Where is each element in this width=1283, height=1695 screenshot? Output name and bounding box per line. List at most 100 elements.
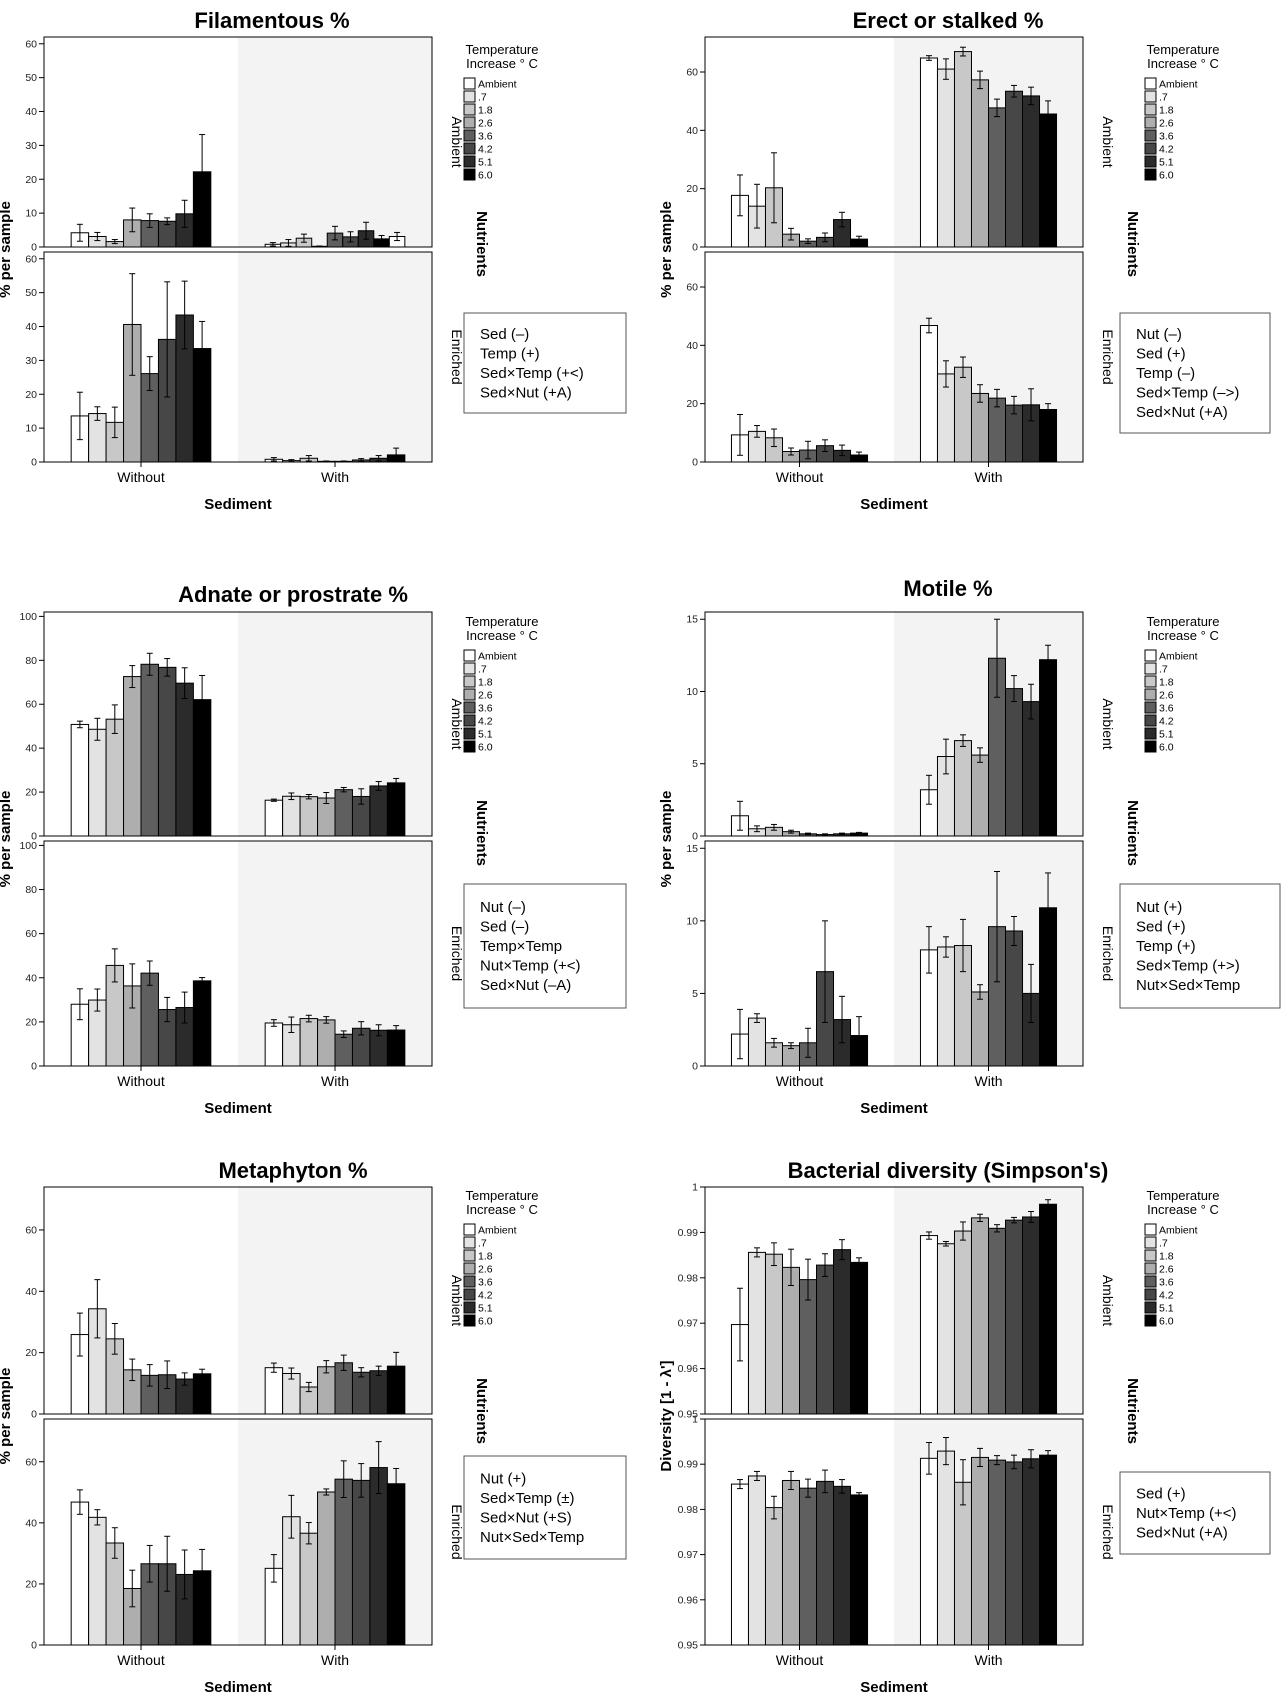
legend-item-label: 6.0 [1159,1316,1174,1328]
effect-term: Sed×Nut (+A) [1136,404,1228,421]
legend-item-label: Ambient [1159,651,1198,663]
bar [88,728,107,837]
legend-item-label: 3.6 [478,131,493,143]
bar [970,754,989,837]
legend-item-label: 5.1 [478,729,493,741]
legend-swatch [1144,701,1157,714]
legend-item-label: 5.1 [478,157,493,169]
legend-item-label: .7 [1159,664,1168,676]
y-tick-label: 1 [692,1182,698,1194]
effect-term: Nut×Sed×Temp [1136,977,1240,994]
y-tick-label: 40 [25,1286,37,1298]
legend-swatch [1144,714,1157,727]
legend-item-label: 4.2 [478,1290,493,1302]
bar [953,740,972,837]
legend-swatch [1144,688,1157,701]
y-tick-label: 10 [686,686,698,698]
effect-term: Temp×Temp [480,938,562,955]
legend-swatch [463,714,476,727]
panel-strip-label: Enriched [449,329,465,384]
bar [1005,1461,1024,1646]
bar [1005,930,1024,1067]
legend-swatch [463,1223,476,1236]
bar [919,57,938,248]
panel-strip-label: Enriched [1100,1504,1116,1559]
x-axis-title: Sediment [204,1100,272,1117]
bar [317,1019,336,1067]
legend-swatch [463,1288,476,1301]
legend-item-label: .7 [1159,92,1168,104]
bar [70,1501,90,1646]
y-tick-label: 0.98 [678,1272,699,1284]
panel-frame [704,611,1084,837]
bar [970,991,989,1067]
bar [1022,701,1041,837]
bar [351,1371,371,1415]
panel-enriched: 0 20 40 60 Enriched [686,251,1116,469]
chart-title: Adnate or prostrate % [178,582,408,607]
y-tick-label: 40 [25,321,37,333]
x-tick-label: With [321,1652,349,1668]
legend-swatch [463,740,476,753]
legend-swatch [1144,1275,1157,1288]
effects-box: Sed (–) Temp (+) Sed×Temp (+<) Sed×Nut (+A) [463,312,627,414]
legend-swatch [463,688,476,701]
legend-swatch [463,103,476,116]
legend-item-label: 3.6 [1159,1277,1174,1289]
y-tick-label: 60 [686,282,698,294]
legend-swatch [463,662,476,675]
legend-item-label: .7 [478,664,487,676]
effect-term: Sed×Temp (+>) [1136,958,1240,975]
legend-item-label: 5.1 [1159,729,1174,741]
effect-term: Sed×Temp (–>) [1136,385,1239,402]
panel-shade-with [238,252,432,462]
y-tick-label: 50 [25,287,37,299]
effects-box: Nut (+) Sed×Temp (±) Sed×Nut (+S) Nut×Sed×T… [463,1455,627,1560]
panel-strip-label: Ambient [449,116,465,167]
effects-box: Nut (–) Sed (–) Temp×Temp Nut×Temp (+<) Sed×… [463,883,627,1009]
legend-swatch [463,168,476,181]
y-tick-label: 5 [692,758,698,770]
bar [192,1373,212,1415]
legend-swatch [1144,649,1157,662]
panel-frame [704,251,1084,463]
effects-frame [463,1455,627,1560]
facet-title-nutrients: Nutrients [1124,211,1141,277]
legend-swatch [1144,727,1157,740]
legend-swatch [1144,740,1157,753]
legend-item-label: 3.6 [478,1277,493,1289]
legend-item-label: 6.0 [478,1316,493,1328]
y-tick-label: 0 [31,242,37,254]
effects-frame [463,312,627,414]
legend-title: Increase ° C [466,1202,538,1217]
bar [953,51,972,248]
y-tick-label: 20 [686,398,698,410]
effect-term: Temp (+) [480,345,540,362]
bar [919,1235,938,1415]
y-axis-title: % per sample [0,791,14,888]
bar [970,79,989,248]
bar [369,785,388,837]
legend-swatch [1144,116,1157,129]
legend-item-label: 1.8 [1159,1251,1174,1263]
effect-term: Temp (+) [1136,938,1196,955]
panel-strip-label: Enriched [1100,926,1116,981]
legend-title: Increase ° C [466,56,538,71]
legend-item-label: .7 [478,92,487,104]
y-tick-label: 0 [692,457,698,469]
legend-swatch [1144,142,1157,155]
panel-ambient: 0 20 40 60 Ambient [686,36,1116,254]
legend-item-label: 1.8 [1159,105,1174,117]
legend-swatch [1144,1288,1157,1301]
bar [334,1033,353,1067]
legend-swatch [463,155,476,168]
x-tick-label: Without [776,1652,824,1668]
panel-strip-label: Ambient [449,1275,465,1326]
chart-title: Filamentous % [194,8,349,33]
effect-term: Sed×Temp (+<) [480,365,584,382]
facet-title-nutrients: Nutrients [473,800,490,866]
bar [936,946,955,1067]
legend-title: Increase ° C [1147,1202,1219,1217]
